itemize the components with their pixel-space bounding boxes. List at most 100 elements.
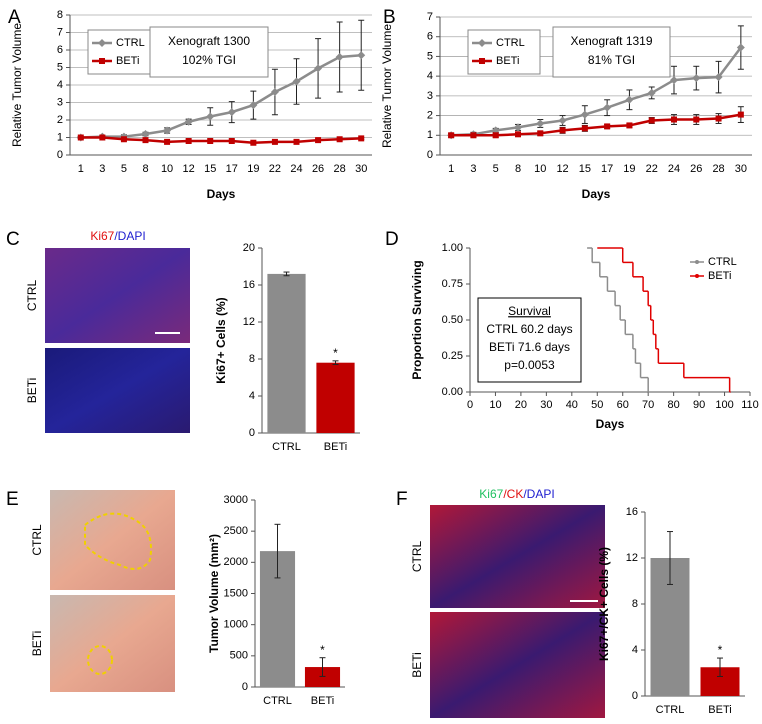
series-line [80,136,362,145]
image-title: Ki67/CK/DAPI [479,487,554,501]
bar [304,667,341,687]
panel-letter: D [385,229,399,250]
marker [478,39,486,47]
y-tick-label: 1 [57,131,63,143]
marker [207,138,214,144]
marker [357,51,366,60]
x-tick-label: 60 [617,399,629,411]
x-tick-label: 3 [99,163,105,175]
y-tick-label: 6 [57,44,63,56]
annotation: Survival [508,304,551,318]
x-tick-label: 8 [515,163,521,175]
marker [670,76,678,85]
marker [249,101,258,110]
annotation: CTRL 60.2 days [486,322,572,336]
y-tick-label: 0 [632,690,638,702]
image-title-part: Ki67 [479,487,503,501]
significance: * [718,643,723,657]
marker [625,95,634,104]
annotation-box [149,26,269,78]
series-line [451,113,742,137]
y-tick-label: 500 [230,650,248,662]
x-tick-label: 20 [515,399,527,411]
marker [270,88,279,96]
image-title-part: /DAPI [523,487,554,501]
x-tick-label: 1 [78,163,84,175]
image [45,248,190,343]
marker [737,111,744,118]
y-tick-label: 12 [626,552,638,564]
image-label: CTRL [25,280,39,312]
y-tick-label: 4 [427,70,433,82]
x-tick-label: 30 [735,163,747,175]
x-tick-label: 17 [226,163,238,175]
y-tick-label: 16 [626,506,638,518]
y-tick-label: 3 [427,90,433,102]
x-tick-label: 30 [355,163,367,175]
x-tick-label: 5 [121,163,127,175]
y-tick-label: 3 [57,96,63,108]
x-tick-label: 3 [470,163,476,175]
marker [714,73,723,82]
y-tick-label: 1 [427,129,433,141]
x-axis-label: Days [596,417,625,431]
marker [142,137,149,144]
marker [358,135,365,142]
marker [647,88,656,97]
x-tick-label: CTRL [263,695,292,707]
marker [271,138,278,145]
legend-box [87,29,151,75]
marker [693,116,700,123]
y-tick-label: 0 [249,427,255,439]
legend-label: BETi [496,55,519,67]
y-tick-label: 20 [243,242,255,254]
x-tick-label: 19 [247,163,259,175]
x-tick-label: 15 [204,163,216,175]
x-tick-label: 90 [693,399,705,411]
y-axis-label: Proportion Surviving [410,260,424,379]
panel-letter: B [383,7,396,28]
significance: * [320,643,325,657]
y-tick-label: 5 [57,61,63,73]
x-tick-label: 22 [269,163,281,175]
marker [558,116,567,125]
y-tick-label: 2 [57,114,63,126]
y-axis-label: Ki67+ Cells (%) [214,297,228,383]
y-tick-label: 2000 [224,556,248,568]
image [50,490,175,590]
marker [228,138,235,144]
x-tick-label: 28 [712,163,724,175]
legend-label: CTRL [496,37,525,49]
annotation: 102% TGI [182,53,236,67]
image-title-part: /DAPI [114,229,145,243]
marker [164,138,171,145]
y-tick-label: 0 [427,149,433,161]
y-tick-label: 4 [249,390,255,402]
marker [163,126,172,135]
marker [335,53,344,61]
y-tick-label: 1000 [224,619,248,631]
x-tick-label: 110 [741,399,759,411]
marker [559,127,566,134]
x-tick-label: 24 [290,163,302,175]
image-title: Ki67/DAPI [90,229,145,243]
x-tick-label: 10 [161,163,173,175]
image-label: BETi [30,631,44,657]
image-label: CTRL [410,541,424,573]
x-tick-label: 100 [715,399,733,411]
x-tick-label: CTRL [272,441,301,453]
image-label: BETi [25,378,39,404]
x-tick-label: 24 [668,163,680,175]
marker [692,74,701,83]
marker [141,130,150,138]
y-tick-label: 2 [427,109,433,121]
y-tick-label: 1.00 [442,242,463,254]
marker [77,134,84,141]
marker [250,139,257,146]
marker [479,58,485,64]
marker [580,110,589,119]
y-tick-label: 0 [242,681,248,693]
legend-box [467,29,541,75]
y-tick-label: 4 [57,79,63,91]
x-tick-label: 10 [489,399,501,411]
